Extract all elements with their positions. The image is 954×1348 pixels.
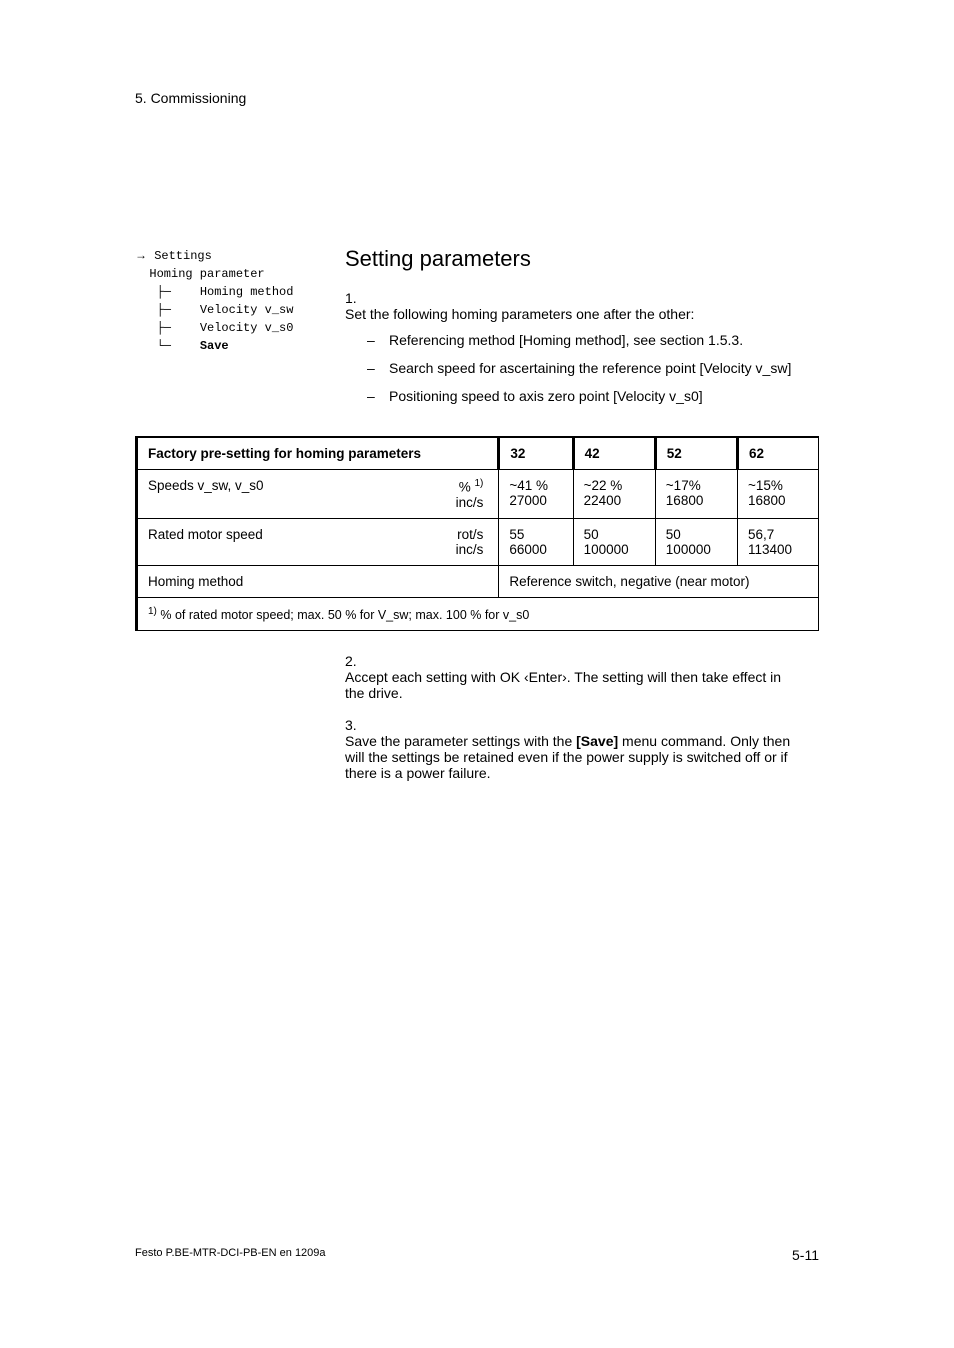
unit-text: inc/s (456, 542, 484, 557)
tree-item-save: Save (171, 339, 229, 353)
sublist-item: – Positioning speed to axis zero point [… (367, 388, 819, 404)
unit-text: % (459, 480, 475, 495)
table-cell: ~15%16800 (737, 470, 818, 519)
tree-item: Velocity v_sw (171, 303, 293, 317)
footer-page-number: 5-11 (792, 1247, 819, 1263)
section-heading: Setting parameters (345, 246, 819, 272)
table-cell: ~22 %22400 (573, 470, 655, 519)
step-text: Set the following homing parameters one … (345, 306, 797, 322)
row-unit: % 1) inc/s (397, 470, 498, 519)
tree-root: Settings (154, 249, 212, 263)
cell-val: 100000 (584, 542, 629, 557)
table-header-col: 32 (499, 437, 573, 470)
table-cell: Reference switch, negative (near motor) (499, 565, 819, 597)
table-header-row: Factory pre-setting for homing parameter… (137, 437, 819, 470)
table-cell: 5566000 (499, 518, 573, 565)
step-1: 1. Set the following homing parameters o… (345, 290, 819, 404)
dash-icon: – (367, 388, 389, 404)
table-header-title: Factory pre-setting for homing parameter… (137, 437, 499, 470)
tree-item: Homing parameter (135, 267, 265, 281)
cell-val: ~15% (748, 478, 783, 493)
step-number: 2. (345, 653, 367, 669)
cell-val: 100000 (666, 542, 711, 557)
footnote-sup: 1) (148, 606, 157, 617)
sublist-text: Search speed for ascertaining the refere… (389, 360, 819, 376)
after-table-steps: 2. Accept each setting with OK ‹Enter›. … (345, 653, 819, 781)
content-column: Setting parameters 1. Set the following … (345, 246, 819, 416)
unit-text: rot/s (457, 527, 483, 542)
cell-val: 55 (509, 527, 524, 542)
footer-doc-id: Festo P.BE-MTR-DCI-PB-EN en 1209a (135, 1247, 326, 1263)
cell-val: 16800 (666, 493, 704, 508)
table-footnote-row: 1) % of rated motor speed; max. 50 % for… (137, 597, 819, 630)
table-header-col: 42 (573, 437, 655, 470)
arrow-icon: → (135, 248, 147, 262)
step-3: 3. Save the parameter settings with the … (345, 717, 819, 781)
cell-val: 16800 (748, 493, 786, 508)
step-2: 2. Accept each setting with OK ‹Enter›. … (345, 653, 819, 701)
cell-val: 27000 (509, 493, 547, 508)
step-number: 1. (345, 290, 367, 306)
table-row: Speeds v_sw, v_s0 % 1) inc/s ~41 %27000 … (137, 470, 819, 519)
row-label: Speeds v_sw, v_s0 (137, 470, 398, 519)
cell-val: 22400 (584, 493, 622, 508)
table-cell: 50100000 (655, 518, 737, 565)
sublist-text: Positioning speed to axis zero point [Ve… (389, 388, 819, 404)
table-cell: 56,7113400 (737, 518, 818, 565)
sublist-item: – Referencing method [Homing method], se… (367, 332, 819, 348)
cell-val: 56,7 (748, 527, 774, 542)
unit-text: inc/s (456, 495, 484, 510)
step-number: 3. (345, 717, 367, 733)
row-unit: rot/s inc/s (397, 518, 498, 565)
cell-val: 50 (584, 527, 599, 542)
footnote-text: % of rated motor speed; max. 50 % for V_… (157, 608, 529, 622)
parameters-table: Factory pre-setting for homing parameter… (135, 436, 819, 631)
parameters-table-wrap: Factory pre-setting for homing parameter… (135, 436, 819, 631)
step-text: Accept each setting with OK ‹Enter›. The… (345, 669, 797, 701)
table-cell: 50100000 (573, 518, 655, 565)
cell-val: 113400 (748, 542, 792, 557)
chapter-header: 5. Commissioning (135, 90, 819, 106)
cell-val: ~22 % (584, 478, 623, 493)
tree-item: Velocity v_s0 (171, 321, 293, 335)
sidebar-tree: → Settings Homing parameter ├─ Homing me… (135, 246, 315, 355)
table-header-col: 52 (655, 437, 737, 470)
table-row: Homing method Reference switch, negative… (137, 565, 819, 597)
table-footnote: 1) % of rated motor speed; max. 50 % for… (137, 597, 819, 630)
row-label: Rated motor speed (137, 518, 398, 565)
cell-val: 66000 (509, 542, 547, 557)
sublist-item: – Search speed for ascertaining the refe… (367, 360, 819, 376)
step-text: Save the parameter settings with the [Sa… (345, 733, 797, 781)
step-text-part: Save the parameter settings with the (345, 733, 576, 749)
table-row: Rated motor speed rot/s inc/s 5566000 50… (137, 518, 819, 565)
row-label: Homing method (137, 565, 499, 597)
cell-val: 50 (666, 527, 681, 542)
cell-val: ~17% (666, 478, 701, 493)
tree-item: Homing method (171, 285, 293, 299)
dash-icon: – (367, 360, 389, 376)
table-cell: ~41 %27000 (499, 470, 573, 519)
table-cell: ~17%16800 (655, 470, 737, 519)
unit-sup: 1) (474, 478, 483, 489)
cell-val: ~41 % (509, 478, 548, 493)
table-header-col: 62 (737, 437, 818, 470)
step-sublist: – Referencing method [Homing method], se… (367, 332, 819, 404)
step-text-bold: [Save] (576, 733, 618, 749)
sublist-text: Referencing method [Homing method], see … (389, 332, 819, 348)
dash-icon: – (367, 332, 389, 348)
page-footer: Festo P.BE-MTR-DCI-PB-EN en 1209a 5-11 (135, 1247, 819, 1263)
main-content: → Settings Homing parameter ├─ Homing me… (135, 246, 819, 416)
